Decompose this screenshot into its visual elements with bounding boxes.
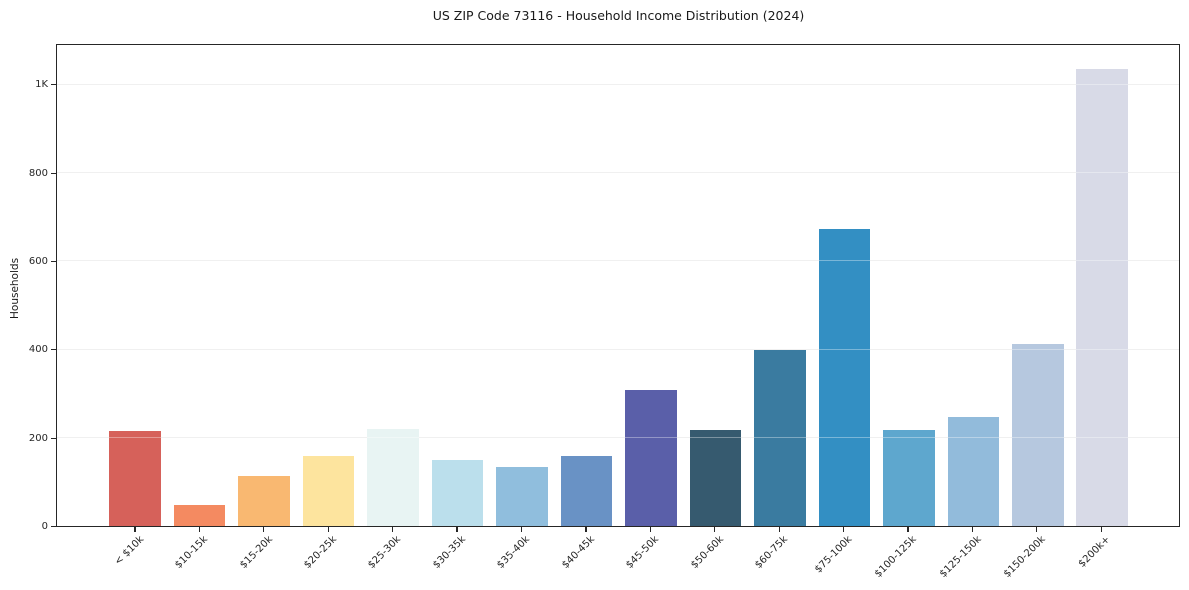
- bar-25-30k: [367, 428, 419, 526]
- x-tick-label: < $10k: [112, 534, 146, 568]
- gridline: [57, 83, 1179, 85]
- x-tick-label: $150-200k: [1001, 534, 1048, 580]
- bar-35-40k: [496, 467, 548, 526]
- y-tick-label: 1K: [35, 79, 48, 91]
- y-tick-mark: [51, 172, 56, 174]
- y-tick-label: 200: [28, 432, 48, 444]
- x-tick-mark: [134, 527, 136, 532]
- x-tick-mark: [456, 527, 458, 532]
- x-tick-mark: [971, 527, 974, 532]
- y-tick-mark: [51, 84, 56, 86]
- gridline: [57, 260, 1179, 262]
- x-tick-label: $125-150k: [937, 534, 984, 580]
- x-tick-label: $50-60k: [688, 534, 726, 571]
- y-tick-label: 400: [28, 344, 48, 356]
- bar-150-200k: [1011, 343, 1064, 526]
- y-tick-mark: [51, 437, 56, 439]
- gridline-overlay: [57, 260, 1179, 262]
- gridline-overlay: [57, 83, 1179, 85]
- x-tick-label: $30-35k: [430, 534, 468, 571]
- x-tick-label: $10-15k: [173, 534, 211, 571]
- y-tick-mark: [51, 349, 56, 351]
- bar-200k: [1076, 69, 1129, 526]
- x-tick-mark: [392, 527, 394, 532]
- bar-20-25k: [302, 456, 355, 526]
- bar-45-50k: [625, 390, 677, 526]
- x-tick-mark: [1036, 527, 1038, 532]
- x-tick-label: $25-30k: [366, 534, 404, 571]
- y-tick-label: 800: [28, 167, 48, 179]
- bar-50-60k: [689, 429, 742, 526]
- x-tick-label: $40-45k: [559, 534, 597, 571]
- gridline-overlay: [57, 348, 1179, 350]
- plot-area: [56, 44, 1180, 527]
- x-tick-mark: [907, 527, 909, 532]
- bar-40-45k: [560, 455, 613, 526]
- y-tick-label: 0: [41, 521, 48, 532]
- x-tick-mark: [585, 527, 587, 532]
- x-tick-label: $20-25k: [302, 534, 340, 571]
- x-tick-label: $75-100k: [812, 534, 855, 576]
- x-tick-mark: [263, 527, 265, 532]
- x-tick-label: $35-40k: [495, 534, 533, 571]
- x-tick-label: $200k+: [1076, 534, 1113, 570]
- gridline: [57, 436, 1179, 438]
- gridline-overlay: [57, 171, 1179, 173]
- x-tick-mark: [520, 527, 523, 532]
- x-tick-label: $15-20k: [237, 534, 275, 571]
- gridline-overlay: [57, 436, 1179, 438]
- x-tick-mark: [198, 527, 200, 532]
- x-tick-mark: [327, 527, 329, 532]
- x-tick-label: $100-125k: [872, 534, 919, 580]
- x-tick-mark: [778, 527, 780, 532]
- bar-60-75k: [754, 349, 806, 526]
- x-tick-mark: [843, 527, 845, 532]
- bar-15-20k: [238, 476, 290, 526]
- x-tick-mark: [649, 527, 651, 532]
- bar-10k: [109, 431, 161, 526]
- bar-125-150k: [947, 417, 1000, 526]
- bar-10-15k: [173, 505, 226, 526]
- y-tick-mark: [51, 525, 56, 528]
- bar-30-35k: [431, 459, 484, 526]
- plot-inner: [57, 45, 1179, 526]
- x-tick-label: $60-75k: [753, 534, 790, 571]
- y-tick-mark: [51, 260, 56, 263]
- bar-100-125k: [883, 430, 935, 526]
- bar-75-100k: [818, 229, 871, 526]
- y-tick-label: 600: [28, 255, 48, 267]
- x-tick-mark: [714, 527, 716, 532]
- chart-title: US ZIP Code 73116 - Household Income Dis…: [432, 8, 805, 23]
- x-tick-mark: [1100, 527, 1102, 532]
- x-tick-label: $45-50k: [624, 534, 662, 571]
- gridline: [57, 171, 1179, 173]
- gridline: [57, 348, 1179, 350]
